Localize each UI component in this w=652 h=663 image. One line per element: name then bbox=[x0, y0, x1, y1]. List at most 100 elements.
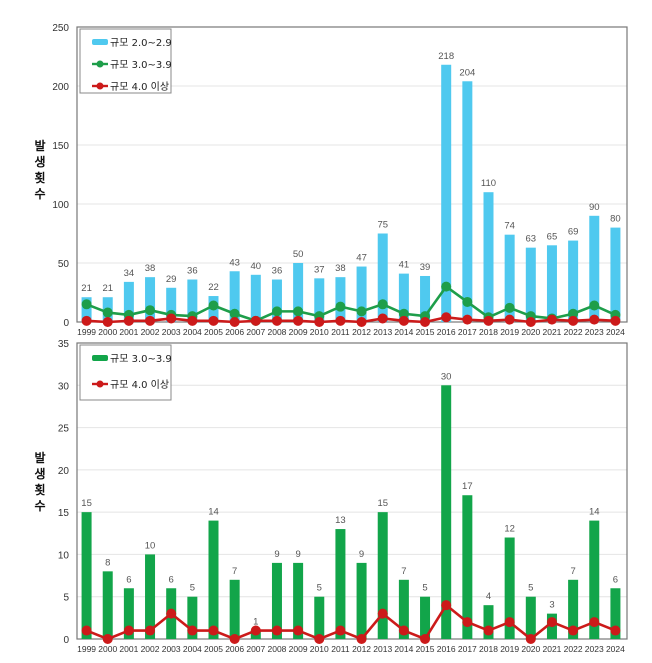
x-tick-label: 2016 bbox=[437, 644, 456, 654]
y-axis-label-char: 수 bbox=[34, 499, 45, 513]
x-tick-label: 2017 bbox=[458, 327, 477, 337]
line-point bbox=[271, 625, 282, 636]
data-label: 21 bbox=[81, 283, 92, 294]
line-point bbox=[335, 301, 346, 312]
data-label: 29 bbox=[166, 274, 177, 285]
data-label: 30 bbox=[441, 371, 452, 382]
x-tick-label: 2011 bbox=[331, 644, 350, 654]
line-point bbox=[420, 634, 431, 644]
line-point bbox=[187, 625, 198, 636]
line-point bbox=[568, 315, 579, 326]
x-tick-label: 2004 bbox=[183, 644, 202, 654]
data-label: 36 bbox=[187, 266, 198, 277]
x-tick-label: 2021 bbox=[543, 327, 562, 337]
line-point bbox=[314, 634, 325, 644]
x-tick-label: 2005 bbox=[204, 327, 223, 337]
data-label: 74 bbox=[504, 221, 515, 232]
data-label: 39 bbox=[420, 262, 431, 273]
bar bbox=[441, 385, 452, 639]
x-tick-label: 2015 bbox=[416, 644, 435, 654]
y-tick-label: 30 bbox=[58, 381, 70, 392]
line-point bbox=[81, 299, 92, 310]
bar bbox=[610, 227, 621, 322]
line-point bbox=[271, 306, 282, 317]
bar bbox=[356, 562, 367, 639]
line-point bbox=[504, 302, 515, 313]
line-point bbox=[166, 313, 177, 324]
x-tick-label: 2015 bbox=[416, 327, 435, 337]
x-tick-label: 2012 bbox=[352, 644, 371, 654]
line-point bbox=[102, 317, 113, 327]
data-label: 63 bbox=[526, 234, 537, 245]
data-label: 22 bbox=[208, 282, 219, 293]
line-point bbox=[398, 625, 409, 636]
data-label: 13 bbox=[335, 515, 346, 526]
line-point bbox=[377, 313, 388, 324]
bar bbox=[504, 234, 515, 322]
bar bbox=[398, 273, 409, 322]
line-point bbox=[102, 634, 113, 644]
data-label: 15 bbox=[81, 498, 92, 509]
bar bbox=[546, 245, 557, 322]
line-point bbox=[229, 317, 240, 327]
bar bbox=[145, 554, 156, 639]
line-point bbox=[293, 315, 304, 326]
data-label: 21 bbox=[102, 283, 113, 294]
data-label: 5 bbox=[422, 583, 427, 594]
series-line bbox=[86, 603, 616, 641]
y-axis-label-char: 생 bbox=[34, 466, 45, 481]
x-tick-label: 1999 bbox=[77, 327, 96, 337]
x-tick-label: 2000 bbox=[98, 644, 117, 654]
bar bbox=[314, 596, 325, 639]
data-label: 50 bbox=[293, 249, 304, 260]
data-label: 37 bbox=[314, 264, 325, 275]
x-tick-label: 2024 bbox=[606, 327, 625, 337]
y-axis-label-char: 횟 bbox=[34, 170, 45, 185]
line-point bbox=[102, 307, 113, 318]
bar bbox=[271, 562, 282, 639]
x-tick-label: 2009 bbox=[289, 644, 308, 654]
x-tick-label: 2006 bbox=[225, 327, 244, 337]
line-point bbox=[525, 634, 536, 644]
data-label: 5 bbox=[317, 583, 322, 594]
y-tick-label: 25 bbox=[58, 424, 70, 435]
plot-frame bbox=[76, 342, 628, 640]
legend-swatch-marker bbox=[96, 380, 104, 388]
x-tick-label: 2018 bbox=[479, 644, 498, 654]
line-point bbox=[145, 315, 156, 326]
x-tick-label: 2010 bbox=[310, 327, 329, 337]
data-label: 15 bbox=[377, 498, 388, 509]
data-label: 75 bbox=[377, 220, 388, 231]
line-point bbox=[250, 315, 261, 326]
data-label: 4 bbox=[486, 591, 491, 602]
line-point bbox=[462, 296, 473, 307]
legend-box bbox=[79, 344, 172, 401]
x-tick-label: 2008 bbox=[268, 327, 287, 337]
y-tick-label: 15 bbox=[58, 508, 70, 519]
bar bbox=[271, 279, 282, 322]
data-label: 5 bbox=[528, 583, 533, 594]
line-point bbox=[271, 315, 282, 326]
legend-label: 규모 2.0~2.9 bbox=[110, 38, 172, 49]
y-tick-label: 50 bbox=[58, 259, 70, 270]
x-tick-label: 2017 bbox=[458, 644, 477, 654]
bar bbox=[335, 529, 346, 639]
bar bbox=[293, 562, 304, 639]
data-label: 38 bbox=[335, 263, 346, 274]
line-point bbox=[356, 306, 367, 317]
x-tick-label: 2001 bbox=[119, 327, 138, 337]
bar bbox=[568, 240, 579, 322]
x-tick-label: 2006 bbox=[225, 644, 244, 654]
bar bbox=[462, 495, 473, 639]
bar bbox=[377, 512, 388, 639]
y-tick-label: 150 bbox=[52, 141, 69, 152]
x-tick-label: 2001 bbox=[119, 644, 138, 654]
legend-label: 규모 4.0 이상 bbox=[110, 81, 169, 93]
line-point bbox=[208, 625, 219, 636]
line-point bbox=[208, 300, 219, 311]
bar bbox=[356, 266, 367, 322]
bar bbox=[250, 274, 261, 322]
data-label: 36 bbox=[272, 266, 283, 277]
